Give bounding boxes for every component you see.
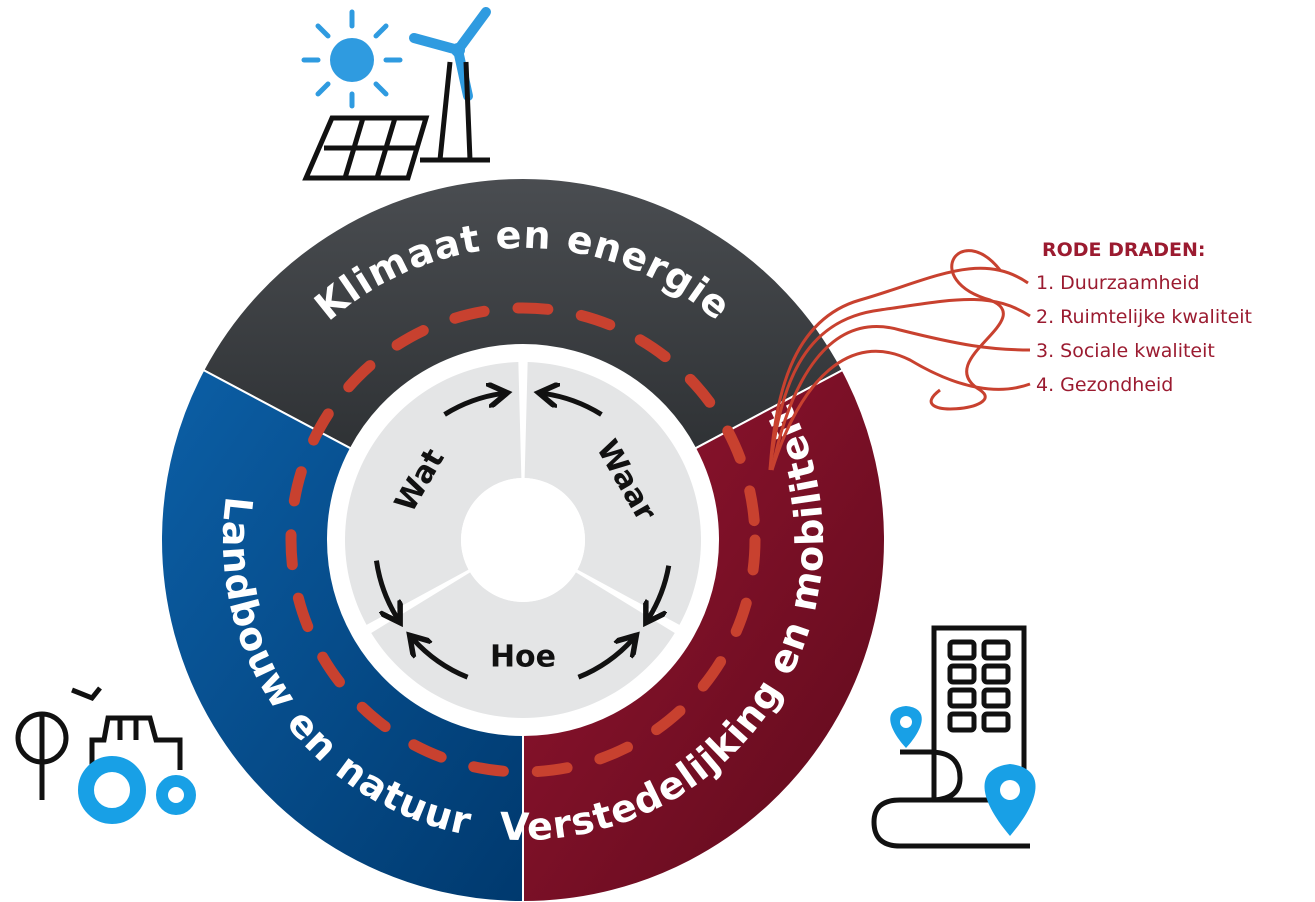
inner-hole — [461, 478, 585, 602]
legend-item: 1. Duurzaamheid — [1036, 272, 1200, 294]
legend-item: 3. Sociale kwaliteit — [1036, 340, 1215, 362]
legend-item: 4. Gezondheid — [1036, 374, 1173, 396]
diagram: Klimaat en energieVerstedelijking en mob… — [0, 0, 1315, 902]
legend-title: RODE DRADEN: — [1042, 239, 1206, 261]
legend: RODE DRADEN: 1. Duurzaamheid 2. Ruimtelij… — [1036, 239, 1252, 396]
legend-item: 2. Ruimtelijke kwaliteit — [1036, 306, 1252, 328]
inner-label: Hoe — [490, 640, 556, 675]
energy-icon — [304, 12, 490, 178]
tractor-icon — [18, 688, 190, 816]
city-icon — [874, 628, 1036, 846]
